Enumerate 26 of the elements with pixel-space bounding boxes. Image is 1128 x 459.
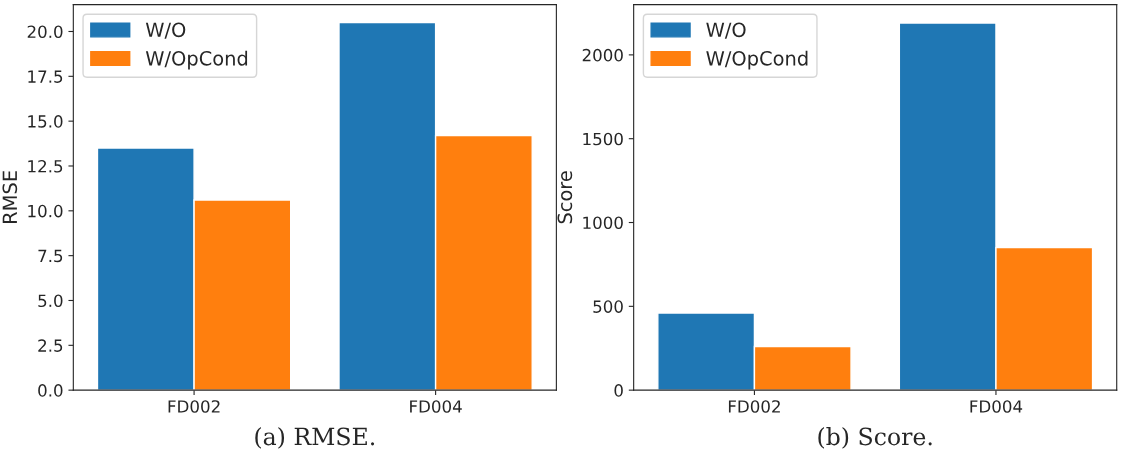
y-tick-label: 2.5 [38,339,63,352]
x-tick-label: FD004 [410,400,462,413]
y-tick-label: 15.0 [28,115,63,128]
y-axis-title: RMSE [2,171,18,223]
y-tick-label: 20.0 [27,25,63,39]
y-tick-label: 1500 [583,132,623,146]
y-tick-label: 0.0 [38,384,63,397]
y-tick-label: 12.5 [28,159,63,173]
y-tick-label: 5.0 [38,294,63,308]
x-axis-title: (b) Score. [818,427,932,449]
y-tick-label: 2000 [582,48,623,62]
x-tick-label: FD004 [970,400,1023,413]
x-axis-title: (a) RMSE. [255,427,375,449]
y-tick-label: 7.5 [38,249,63,263]
legend-label: W/OpCond [145,50,248,70]
y-tick-label: 500 [593,300,623,313]
y-tick-label: 17.5 [28,70,63,83]
y-tick-label: 0 [614,384,623,397]
x-tick-label: FD002 [168,400,220,413]
legend-label: W/O [145,22,186,39]
legend-label: W/O [706,22,746,39]
legend-label: W/OpCond [706,50,808,70]
y-tick-label: 10.0 [28,204,63,218]
x-tick-label: FD002 [728,400,780,413]
y-tick-label: 1000 [583,216,623,230]
y-axis-title: Score [557,171,573,224]
